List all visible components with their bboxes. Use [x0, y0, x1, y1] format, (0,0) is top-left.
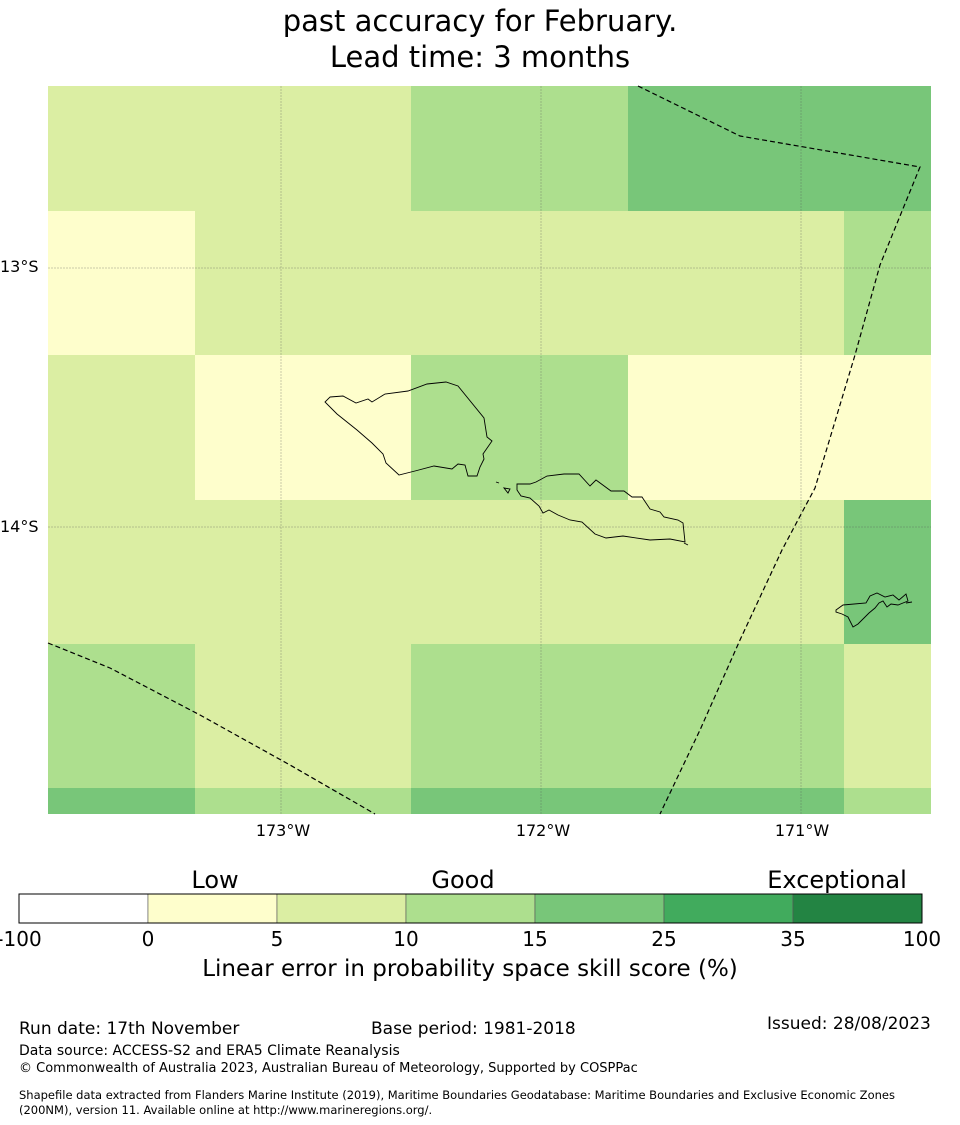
colorbar: [18, 893, 923, 924]
colorbar-segment: [663, 893, 794, 924]
grid-cell: [195, 211, 411, 355]
small-islet-west: [495, 481, 500, 484]
grid-cell: [844, 211, 931, 355]
grid-cell: [411, 500, 628, 644]
title-line-1: past accuracy for February.: [282, 4, 678, 38]
grid-cell: [48, 788, 195, 814]
grid-cell: [411, 86, 628, 211]
eez-boundary-north-east: [637, 85, 921, 815]
grid-cell: [48, 86, 195, 211]
grid-cell: [844, 788, 931, 814]
grid-cell: [195, 355, 411, 500]
grid-cell: [844, 355, 931, 500]
grid-cell: [628, 500, 844, 644]
issued-date: Issued: 28/08/2023: [767, 1014, 931, 1034]
base-period: Base period: 1981-2018: [371, 1019, 576, 1039]
run-date: Run date: 17th November: [19, 1019, 240, 1039]
copyright: © Commonwealth of Australia 2023, Austra…: [19, 1061, 638, 1076]
colorbar-segment: [276, 893, 407, 924]
small-islet-east: [683, 542, 689, 546]
colorbar-tick: 15: [522, 927, 548, 951]
colorbar-category-exceptional: Exceptional: [767, 866, 907, 894]
grid-cell: [195, 644, 411, 788]
small-islet-aunuu: [905, 601, 913, 604]
grid-cell: [844, 86, 931, 211]
grid-cell: [844, 500, 931, 644]
grid-cell: [628, 86, 844, 211]
colorbar-tick: 25: [651, 927, 677, 951]
grid-cell: [411, 788, 628, 814]
lon-tick-171w: 171°W: [774, 821, 830, 840]
coastlines: [324, 381, 913, 628]
grid-cell: [48, 644, 195, 788]
grid-cell: [628, 211, 844, 355]
shapefile-credit-line-1: Shapefile data extracted from Flanders M…: [19, 1088, 895, 1102]
savaii-island-outline: [324, 381, 493, 477]
grid-cell: [628, 788, 844, 814]
lon-tick-173w: 173°W: [255, 821, 311, 840]
colorbar-axis-label: Linear error in probability space skill …: [202, 956, 738, 982]
grid-cell: [411, 211, 628, 355]
grid-cell: [48, 355, 195, 500]
grid-cell: [48, 500, 195, 644]
upolu-island-outline: [516, 473, 686, 543]
grid-cell: [195, 86, 411, 211]
grid-cell: [48, 211, 195, 355]
colorbar-segment: [405, 893, 536, 924]
grid-cell: [628, 644, 844, 788]
grid-cell: [411, 644, 628, 788]
colorbar-tick: 10: [393, 927, 419, 951]
lon-tick-172w: 172°W: [515, 821, 571, 840]
eez-boundary-south-west: [47, 642, 376, 815]
tutuila-island-outline: [835, 592, 909, 628]
colorbar-segment: [18, 893, 149, 924]
colorbar-segment: [792, 893, 923, 924]
colorbar-tick: -100: [0, 927, 42, 951]
colorbar-tick: 0: [141, 927, 155, 951]
grid-cell: [844, 644, 931, 788]
data-source: Data source: ACCESS-S2 and ERA5 Climate …: [19, 1043, 400, 1059]
skill-grid: [48, 86, 931, 814]
colorbar-tick: 35: [780, 927, 806, 951]
lat-tick-13s: 13°S: [0, 257, 39, 276]
colorbar-segment: [147, 893, 278, 924]
colorbar-segment: [534, 893, 665, 924]
title-line-2: Lead time: 3 months: [329, 40, 631, 74]
grid-cell: [411, 355, 628, 500]
colorbar-tick: 100: [902, 927, 942, 951]
grid-cell: [195, 788, 411, 814]
lat-tick-14s: 14°S: [0, 517, 39, 536]
grid-cell: [195, 500, 411, 644]
skill-map: [47, 85, 931, 815]
colorbar-category-low: Low: [191, 866, 239, 894]
small-islet-manono: [502, 487, 511, 494]
eez-boundaries: [47, 85, 921, 815]
grid-cell: [628, 355, 844, 500]
colorbar-tick: 5: [270, 927, 284, 951]
shapefile-credit-line-2: (200NM), version 11. Available online at…: [19, 1103, 433, 1117]
graticule: [48, 86, 931, 814]
colorbar-category-good: Good: [431, 866, 495, 894]
colorbar-outline: [18, 893, 923, 924]
